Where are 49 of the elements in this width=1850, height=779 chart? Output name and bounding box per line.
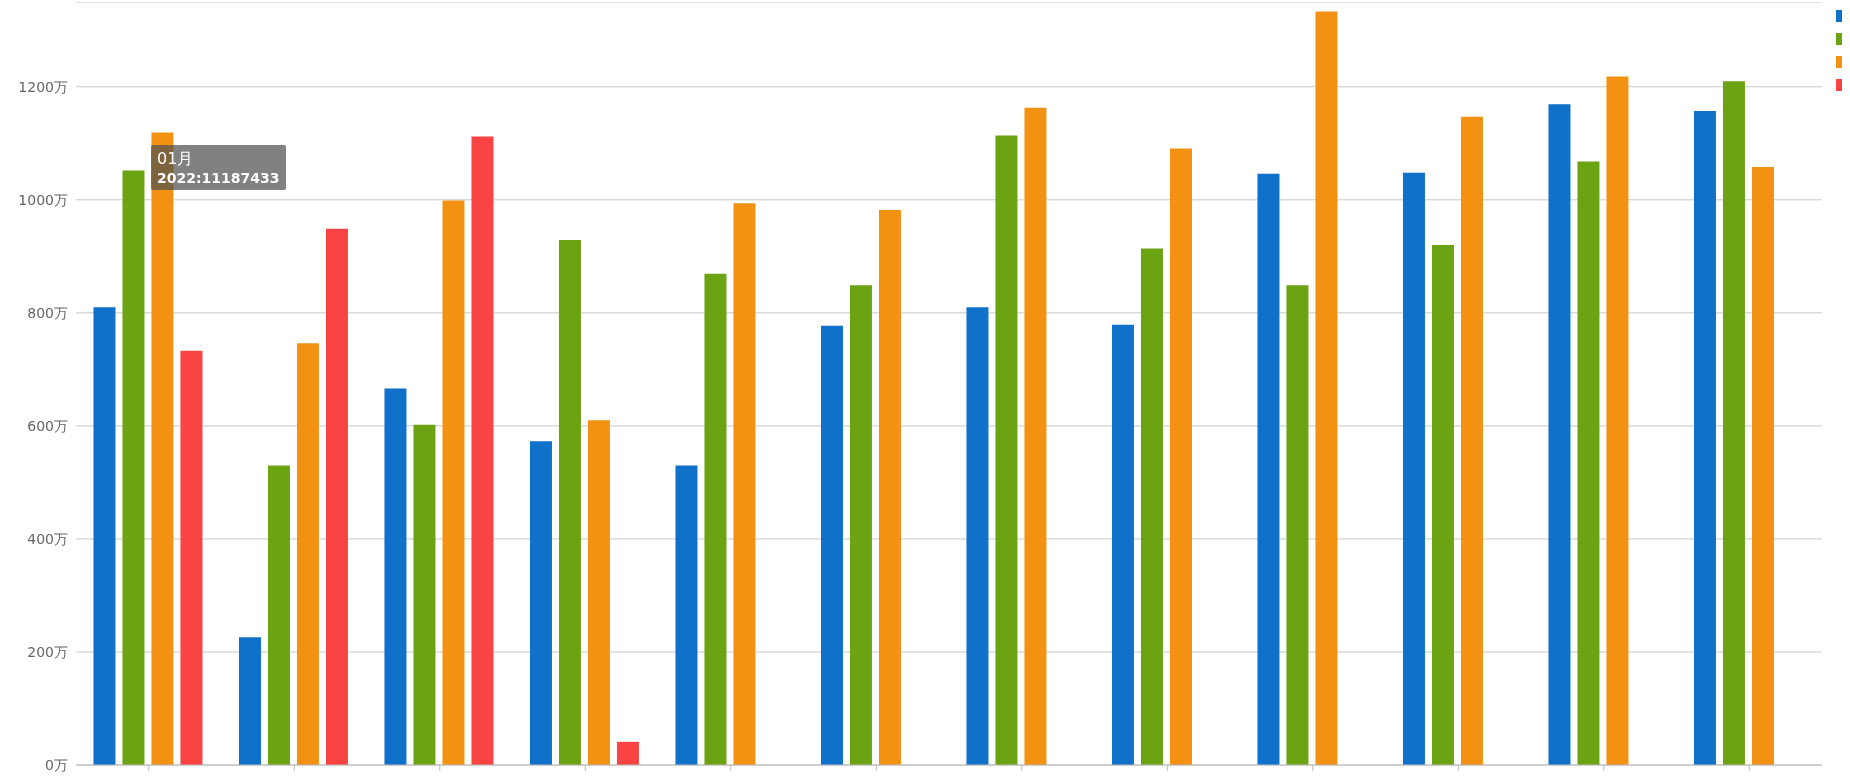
bar: [1402, 172, 1425, 765]
bar: [384, 388, 407, 765]
bar: [1169, 148, 1192, 765]
bar: [820, 325, 843, 765]
bar: [529, 441, 552, 765]
annotation: 2022:11187433: [157, 170, 280, 186]
bar: [1722, 81, 1745, 765]
bar: [616, 741, 639, 765]
bar: [296, 343, 319, 765]
y-tick-label: 1200万: [18, 78, 68, 95]
bar: [1257, 173, 1280, 765]
bar: [442, 200, 465, 765]
bar: [1431, 245, 1454, 765]
bar: [122, 170, 145, 765]
bar: [995, 135, 1018, 765]
bar: [471, 136, 494, 765]
bar: [1548, 104, 1571, 765]
bar: [1111, 324, 1134, 765]
bar: [238, 637, 261, 765]
bar: [704, 273, 727, 765]
bar: [1693, 111, 1716, 765]
bar: [413, 424, 436, 765]
bar: [733, 203, 756, 765]
bar: [1315, 11, 1338, 765]
y-tick-label: 0万: [45, 756, 68, 773]
bar: [1460, 116, 1483, 765]
bar: [1140, 248, 1163, 765]
bar: [878, 209, 901, 765]
y-tick-label: 400万: [27, 530, 68, 547]
bar: [849, 285, 872, 765]
bar: [558, 239, 581, 765]
bar: [1024, 107, 1047, 765]
bar: [1606, 76, 1629, 765]
bar: [1577, 161, 1600, 765]
bar: [267, 465, 290, 765]
y-tick-label: 800万: [27, 304, 68, 321]
bar: [325, 228, 348, 765]
bar: [1286, 285, 1309, 765]
tooltip-box: 01月 2022:11187433: [151, 145, 286, 190]
bar: [587, 420, 610, 765]
annotation: 01月: [157, 149, 195, 170]
bar: [1751, 167, 1774, 765]
y-tick-label: 200万: [27, 643, 68, 660]
y-tick-label: 1000万: [18, 191, 68, 208]
bar: [93, 307, 116, 765]
bar: [675, 465, 698, 765]
y-tick-label: 600万: [27, 417, 68, 434]
bar: [180, 350, 203, 765]
bar: [966, 307, 989, 765]
